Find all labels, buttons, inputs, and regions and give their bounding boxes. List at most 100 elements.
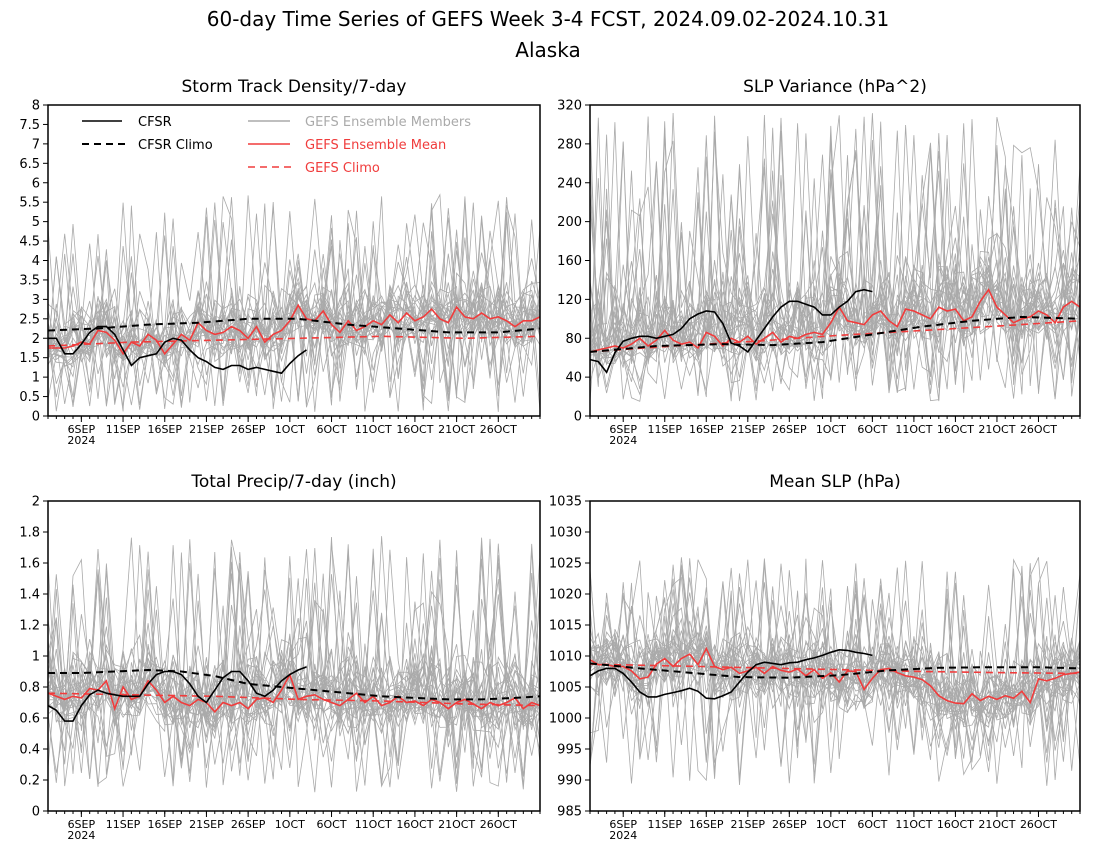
y-tick-label: 1025 bbox=[549, 557, 582, 572]
y-tick-label: 1020 bbox=[549, 588, 582, 603]
y-tick-label: 4 bbox=[32, 254, 40, 269]
x-tick-label: 16SEP bbox=[147, 423, 182, 436]
x-tick-label: 16SEP bbox=[147, 818, 182, 831]
y-tick-label: 985 bbox=[557, 805, 582, 820]
y-tick-label: 1010 bbox=[549, 650, 582, 665]
figure-subtitle: Alaska bbox=[515, 38, 580, 62]
x-year-label: 2024 bbox=[609, 829, 637, 842]
y-tick-label: 120 bbox=[557, 293, 582, 308]
y-tick-label: 160 bbox=[557, 254, 582, 269]
panel-title: SLP Variance (hPa^2) bbox=[743, 77, 927, 97]
x-tick-label: 6SEP bbox=[609, 818, 637, 831]
x-tick-label: 11SEP bbox=[647, 423, 682, 436]
x-year-label: 2024 bbox=[67, 829, 95, 842]
x-tick-label: 26OCT bbox=[1020, 423, 1057, 436]
x-tick-label: 1OCT bbox=[816, 423, 846, 436]
y-tick-label: 2 bbox=[32, 495, 40, 510]
panel-storm-track-density: Storm Track Density/7-day 0 0.5 1 1.5 2 2.5 3 3.… bbox=[19, 77, 541, 447]
ensemble-mean-line bbox=[590, 646, 1080, 705]
x-tick-label: 1OCT bbox=[816, 818, 846, 831]
x-tick-label: 16OCT bbox=[937, 423, 974, 436]
x-tick-label: 6SEP bbox=[68, 818, 96, 831]
legend-label-cfsr-climo: CFSR Climo bbox=[138, 138, 213, 153]
x-year-label: 2024 bbox=[609, 434, 637, 447]
x-tick-label: 16SEP bbox=[689, 423, 724, 436]
x-tick-label: 11OCT bbox=[355, 423, 392, 436]
y-tick-label: 200 bbox=[557, 215, 582, 230]
x-tick-label: 11OCT bbox=[895, 818, 932, 831]
ensemble-member-line bbox=[48, 227, 540, 403]
x-tick-label: 11OCT bbox=[895, 423, 932, 436]
plot-area bbox=[590, 557, 1080, 786]
y-tick-label: 1005 bbox=[549, 681, 582, 696]
ensemble-member-line bbox=[48, 549, 540, 787]
y-tick-label: 280 bbox=[557, 137, 582, 152]
y-tick-label: 0 bbox=[32, 805, 40, 820]
x-tick-label: 6OCT bbox=[857, 423, 887, 436]
x-tick-label: 16OCT bbox=[937, 818, 974, 831]
ensemble-member-line bbox=[590, 116, 1080, 402]
figure-title: 60-day Time Series of GEFS Week 3-4 FCST… bbox=[207, 7, 889, 31]
ensemble-member-line bbox=[48, 547, 540, 792]
y-tick-label: 240 bbox=[557, 176, 582, 191]
x-tick-label: 1OCT bbox=[275, 423, 305, 436]
panel-title: Mean SLP (hPa) bbox=[769, 472, 901, 492]
y-tick-label: 1.6 bbox=[19, 557, 40, 572]
ensemble-mean-line bbox=[48, 303, 540, 356]
y-tick-label: 1 bbox=[32, 650, 40, 665]
y-tick-label: 0.4 bbox=[19, 743, 40, 758]
y-tick-label: 320 bbox=[557, 99, 582, 114]
cfsr-line bbox=[590, 288, 873, 374]
x-tick-label: 21OCT bbox=[978, 818, 1015, 831]
x-tick-label: 26OCT bbox=[480, 423, 517, 436]
x-tick-label: 21SEP bbox=[731, 818, 766, 831]
plot-area bbox=[48, 193, 540, 412]
x-tick-label: 6SEP bbox=[68, 423, 96, 436]
y-tick-label: 0.8 bbox=[19, 681, 40, 696]
y-tick-label: 3 bbox=[32, 293, 40, 308]
x-tick-label: 11SEP bbox=[106, 818, 141, 831]
y-tick-label: 2 bbox=[32, 332, 40, 347]
y-tick-label: 4.5 bbox=[19, 235, 40, 250]
cfsr-line bbox=[590, 648, 873, 700]
y-tick-label: 990 bbox=[557, 774, 582, 789]
y-tick-label: 5 bbox=[32, 215, 40, 230]
x-tick-label: 16OCT bbox=[396, 423, 433, 436]
ensemble-member-line bbox=[48, 578, 540, 788]
y-tick-label: 1.4 bbox=[19, 588, 40, 603]
x-tick-label: 11SEP bbox=[106, 423, 141, 436]
x-tick-label: 6OCT bbox=[316, 818, 346, 831]
x-tick-label: 21SEP bbox=[189, 818, 224, 831]
ensemble-member-line bbox=[48, 558, 540, 787]
panel-total-precip: Total Precip/7-day (inch)00.20.40.60.811… bbox=[19, 472, 541, 842]
x-tick-label: 21OCT bbox=[438, 818, 475, 831]
ensemble-member-line bbox=[48, 545, 540, 764]
x-year-label: 2024 bbox=[67, 434, 95, 447]
x-tick-label: 21SEP bbox=[189, 423, 224, 436]
y-tick-label: 1.8 bbox=[19, 526, 40, 541]
y-tick-label: 1 bbox=[32, 371, 40, 386]
ensemble-member-line bbox=[48, 202, 540, 408]
ensemble-member-line bbox=[48, 203, 540, 396]
panel-slp-variance: SLP Variance (hPa^2) 0 40 80 120 160 200 240 280… bbox=[557, 77, 1081, 447]
x-tick-label: 6OCT bbox=[857, 818, 887, 831]
plot-area bbox=[590, 112, 1080, 402]
legend-label-members: GEFS Ensemble Members bbox=[305, 115, 471, 130]
y-tick-label: 6.5 bbox=[19, 157, 40, 172]
ensemble-member-line bbox=[590, 563, 1080, 778]
y-tick-label: 2.5 bbox=[19, 312, 40, 327]
y-tick-label: 1.5 bbox=[19, 351, 40, 366]
cfsr-climo-line bbox=[590, 315, 1080, 353]
x-tick-label: 16SEP bbox=[689, 818, 724, 831]
x-tick-label: 26OCT bbox=[480, 818, 517, 831]
x-tick-label: 26OCT bbox=[1020, 818, 1057, 831]
y-tick-label: 3.5 bbox=[19, 273, 40, 288]
x-tick-label: 21OCT bbox=[438, 423, 475, 436]
y-tick-label: 40 bbox=[565, 371, 582, 386]
x-tick-label: 11SEP bbox=[647, 818, 682, 831]
ensemble-member-line bbox=[48, 196, 540, 406]
ensemble-mean-line bbox=[590, 288, 1080, 353]
y-tick-label: 995 bbox=[557, 743, 582, 758]
legend-label-cfsr: CFSR bbox=[138, 115, 172, 130]
legend-label-ens-mean: GEFS Ensemble Mean bbox=[305, 138, 446, 153]
